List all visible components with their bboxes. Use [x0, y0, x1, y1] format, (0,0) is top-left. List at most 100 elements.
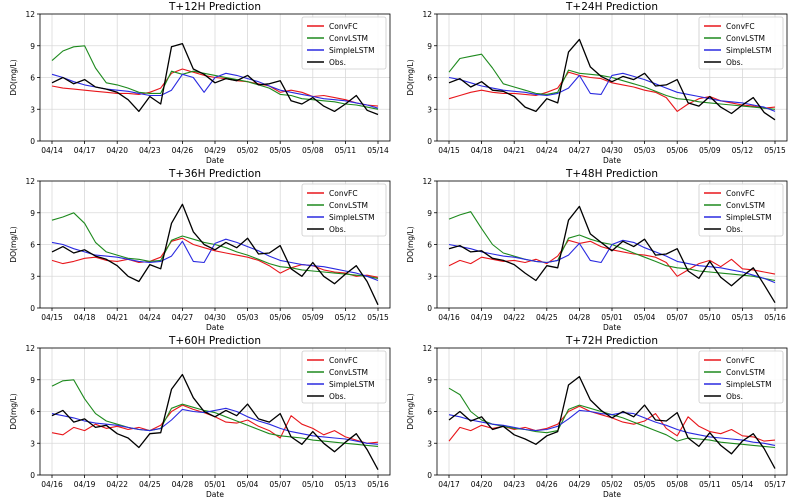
y-tick-label: 9 [427, 376, 432, 385]
x-tick-label: 05/15 [367, 313, 389, 322]
legend-label: SimpleLSTM [329, 380, 375, 389]
series-line-obs [448, 205, 776, 304]
x-tick-label: 04/16 [438, 313, 460, 322]
legend: ConvFC ConvLSTM SimpleLSTM Obs. [301, 16, 387, 70]
x-tick-label: 05/09 [699, 146, 721, 155]
x-axis-label: Date [603, 490, 621, 498]
legend-label: Obs. [329, 392, 346, 401]
x-tick-label: 05/14 [732, 480, 754, 489]
legend-label: ConvFC [726, 189, 755, 198]
x-tick-label: 04/28 [569, 313, 591, 322]
legend-label: ConvLSTM [726, 368, 765, 377]
chart-panel-3: T+36H Prediction 0 3 6 9 12 04/15 04/18 04/21 04/… [9, 168, 391, 332]
y-tick-label: 6 [30, 408, 35, 417]
series-line-simplelstm [51, 407, 379, 445]
x-tick-label: 05/02 [237, 146, 259, 155]
x-tick-label: 04/23 [139, 146, 161, 155]
x-tick-label: 04/23 [503, 480, 525, 489]
y-tick-label: 12 [25, 177, 35, 186]
y-tick-label: 3 [427, 105, 432, 114]
series-line-convfc [448, 239, 776, 277]
legend-label: ConvLSTM [329, 34, 368, 43]
x-tick-label: 04/21 [106, 313, 128, 322]
x-tick-label: 05/09 [302, 313, 324, 322]
x-tick-label: 04/22 [503, 313, 525, 322]
y-tick-label: 3 [30, 105, 35, 114]
y-tick-label: 9 [30, 209, 35, 218]
x-axis-label: Date [603, 156, 621, 165]
plot-frame [436, 347, 788, 476]
x-tick-label: 04/19 [471, 313, 493, 322]
legend-label: ConvLSTM [329, 201, 368, 210]
x-tick-label: 04/30 [204, 313, 226, 322]
x-tick-label: 05/01 [204, 480, 226, 489]
legend: ConvFC ConvLSTM SimpleLSTM Obs. [301, 183, 387, 237]
chart-title: T+12H Prediction [168, 1, 261, 13]
x-axis-label: Date [206, 490, 224, 498]
y-tick-label: 6 [427, 408, 432, 417]
y-axis-label: DO(mg/L) [406, 393, 415, 429]
x-tick-label: 05/17 [764, 480, 786, 489]
x-tick-label: 05/12 [732, 146, 754, 155]
y-tick-label: 0 [427, 471, 432, 480]
x-tick-label: 05/14 [367, 146, 389, 155]
x-tick-label: 04/24 [536, 146, 558, 155]
legend-box [301, 16, 387, 70]
chart-title: T+48H Prediction [565, 168, 658, 180]
x-tick-label: 05/12 [335, 313, 357, 322]
x-tick-label: 05/11 [335, 146, 357, 155]
x-tick-label: 05/10 [302, 480, 324, 489]
y-tick-label: 3 [427, 439, 432, 448]
x-tick-label: 05/02 [601, 480, 623, 489]
y-tick-label: 0 [30, 471, 35, 480]
legend-label: ConvFC [726, 22, 755, 31]
legend: ConvFC ConvLSTM SimpleLSTM Obs. [301, 350, 387, 404]
series-line-obs [51, 203, 379, 306]
x-tick-label: 05/04 [237, 480, 259, 489]
x-tick-label: 04/25 [139, 480, 161, 489]
x-tick-label: 04/30 [601, 146, 623, 155]
x-tick-label: 04/18 [74, 313, 96, 322]
x-tick-label: 05/11 [699, 480, 721, 489]
series-line-simplelstm [448, 239, 776, 284]
legend-label: ConvLSTM [329, 368, 368, 377]
x-tick-label: 04/26 [172, 146, 194, 155]
y-tick-label: 6 [427, 74, 432, 83]
chart-title: T+72H Prediction [565, 335, 658, 347]
legend-label: ConvFC [329, 356, 358, 365]
x-tick-label: 04/19 [74, 480, 96, 489]
x-tick-label: 04/21 [503, 146, 525, 155]
legend-label: SimpleLSTM [726, 46, 772, 55]
x-tick-label: 05/06 [269, 313, 291, 322]
legend: ConvFC ConvLSTM SimpleLSTM Obs. [698, 183, 784, 237]
legend-label: Obs. [726, 225, 743, 234]
x-tick-label: 05/04 [634, 313, 656, 322]
legend-label: ConvFC [329, 22, 358, 31]
legend-label: Obs. [726, 58, 743, 67]
y-tick-label: 6 [30, 74, 35, 83]
legend-box [698, 350, 784, 404]
x-tick-label: 05/03 [237, 313, 259, 322]
legend: ConvFC ConvLSTM SimpleLSTM Obs. [698, 350, 784, 404]
y-tick-label: 9 [30, 42, 35, 51]
legend-box [301, 183, 387, 237]
plot-frame [39, 180, 391, 309]
x-tick-label: 04/20 [471, 480, 493, 489]
x-tick-label: 05/15 [764, 146, 786, 155]
x-tick-label: 04/27 [569, 146, 591, 155]
x-tick-label: 04/15 [438, 146, 460, 155]
x-tick-label: 05/13 [732, 313, 754, 322]
x-tick-label: 04/27 [172, 313, 194, 322]
x-tick-label: 04/28 [172, 480, 194, 489]
y-axis-label: DO(mg/L) [9, 226, 18, 262]
series-line-convlstm [448, 53, 776, 110]
x-tick-label: 05/01 [601, 313, 623, 322]
x-axis-label: Date [206, 323, 224, 332]
x-axis-label: Date [603, 323, 621, 332]
plot-frame [39, 13, 391, 142]
y-tick-label: 12 [422, 177, 432, 186]
y-tick-label: 12 [25, 10, 35, 19]
legend-label: ConvLSTM [726, 201, 765, 210]
chart-panel-5: T+60H Prediction 0 3 6 9 12 04/16 04/19 04/22 04/… [9, 335, 391, 498]
